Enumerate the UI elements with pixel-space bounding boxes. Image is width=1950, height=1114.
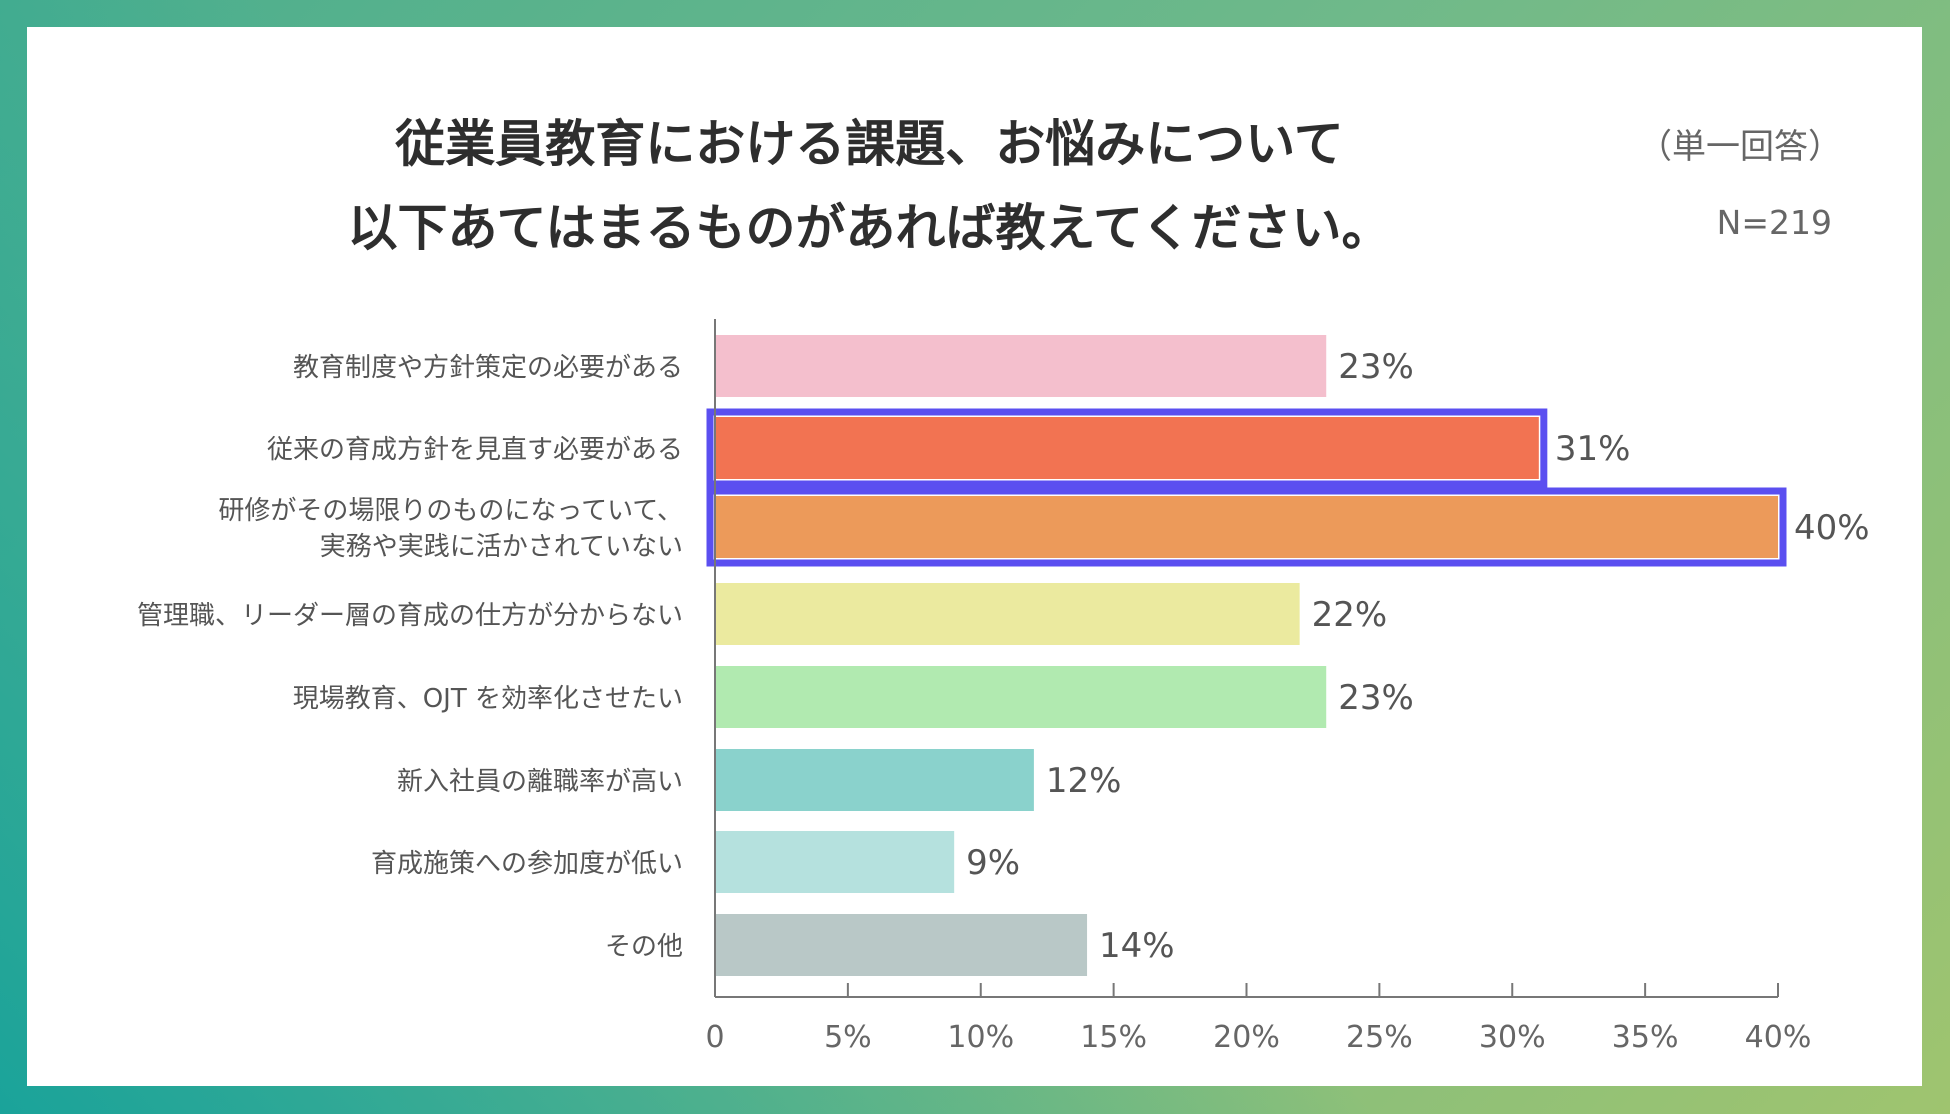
x-tick-label: 20% (1213, 1020, 1280, 1055)
chart-title-line-2: 以下あてはまるものがあれば教えてください。 (347, 199, 1392, 257)
x-tick-label: 15% (1080, 1020, 1147, 1055)
bar (715, 583, 1300, 645)
category-label: 教育制度や方針策定の必要がある (293, 353, 683, 383)
chart-title-line-1: 従業員教育における課題、お悩みについて (395, 115, 1344, 173)
bar-value-label: 40% (1794, 508, 1870, 548)
bar (715, 417, 1539, 479)
x-tick-label: 40% (1745, 1020, 1812, 1055)
bar (715, 335, 1327, 397)
bar (715, 914, 1088, 976)
bar-value-label: 22% (1312, 595, 1388, 635)
answer-type-note: （単一回答） (1638, 127, 1842, 167)
bar-value-label: 23% (1338, 347, 1414, 387)
chart-card: 従業員教育における課題、お悩みについて 以下あてはまるものがあれば教えてください… (27, 27, 1922, 1086)
x-tick-label: 5% (824, 1020, 872, 1055)
category-label: 研修がその場限りのものになっていて、 (218, 496, 683, 526)
category-label: 管理職、リーダー層の育成の仕方が分からない (137, 601, 683, 631)
x-tick-label: 30% (1479, 1020, 1546, 1055)
bar (715, 666, 1327, 728)
bar-highlight-box (706, 408, 1548, 488)
bar-value-label: 9% (966, 843, 1020, 883)
category-label: 育成施策への参加度が低い (371, 849, 683, 879)
category-label: 新入社員の離職率が高い (397, 767, 683, 797)
bar-value-label: 14% (1099, 926, 1175, 966)
bar-highlight-box (706, 487, 1787, 567)
x-tick-label: 0 (705, 1020, 724, 1055)
bar (715, 749, 1034, 811)
x-tick-label: 25% (1346, 1020, 1413, 1055)
sample-size: N=219 (1716, 203, 1832, 242)
chart-title: 従業員教育における課題、お悩みについて 以下あてはまるものがあれば教えてください… (0, 102, 1817, 270)
category-label: 現場教育、OJT を効率化させたい (293, 684, 683, 714)
bar (715, 831, 955, 893)
bar-value-label: 23% (1338, 678, 1414, 718)
x-tick-label: 35% (1612, 1020, 1679, 1055)
x-tick-label: 10% (947, 1020, 1014, 1055)
bar-value-label: 31% (1555, 429, 1631, 469)
bar (715, 496, 1778, 558)
bar-value-label: 12% (1046, 761, 1122, 801)
bar-chart: 23% 教育制度や方針策定の必要がある 31% 従来の育成方針を見直す必要がある 40%… (137, 319, 1870, 1055)
category-label: 従来の育成方針を見直す必要がある (267, 435, 683, 465)
category-label: その他 (605, 932, 683, 962)
category-label: 実務や実践に活かされていない (320, 532, 683, 562)
